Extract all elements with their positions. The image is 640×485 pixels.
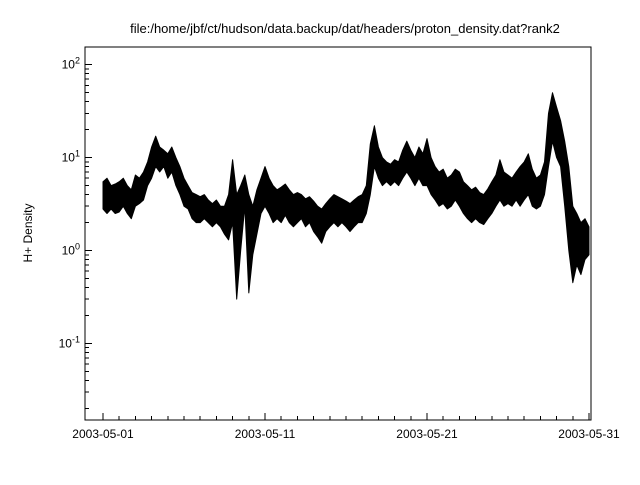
y-tick-exponent: -1 bbox=[72, 334, 80, 344]
y-tick-label: 100 bbox=[62, 242, 80, 258]
y-axis-title: H+ Density bbox=[21, 203, 35, 262]
y-tick-label: 102 bbox=[62, 56, 80, 72]
data-series bbox=[102, 92, 590, 300]
plot-title: file:/home/jbf/ct/hudson/data.backup/dat… bbox=[130, 21, 560, 36]
y-tick-exponent: 1 bbox=[75, 149, 80, 159]
x-tick-label: 2003-05-21 bbox=[396, 427, 458, 441]
x-tick-label: 2003-05-11 bbox=[235, 427, 296, 441]
x-tick-label: 2003-05-01 bbox=[72, 427, 134, 441]
y-tick-exponent: 0 bbox=[75, 242, 80, 252]
x-tick-label: 2003-05-31 bbox=[558, 427, 620, 441]
y-tick-exponent: 2 bbox=[75, 56, 80, 66]
plot-frame bbox=[84, 46, 592, 421]
y-tick-label: 10-1 bbox=[59, 334, 80, 350]
series-envelope-path bbox=[102, 92, 590, 300]
y-tick-label: 101 bbox=[62, 149, 80, 165]
